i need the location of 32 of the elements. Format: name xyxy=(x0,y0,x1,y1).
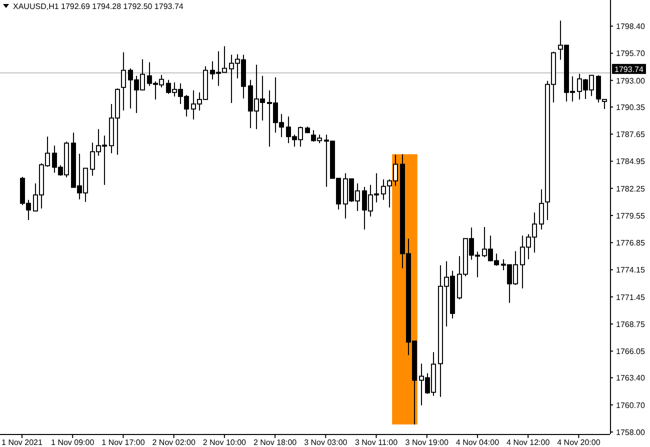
y-tick-label: 1782.25 xyxy=(616,184,646,194)
x-tick-label: 1 Nov 2021 xyxy=(2,438,44,447)
y-tick-label: 1795.70 xyxy=(616,49,646,58)
y-tick-label: 1784.95 xyxy=(616,157,646,166)
y-tick-label: 1758.00 xyxy=(616,428,646,437)
y-tick-label: 1763.40 xyxy=(616,374,646,383)
candlestick xyxy=(121,52,126,112)
x-tick-label: 3 Nov 19:00 xyxy=(405,438,449,447)
x-tick-label: 3 Nov 03:00 xyxy=(304,438,348,447)
x-tick-label: 4 Nov 04:00 xyxy=(456,438,500,447)
x-tick-label: 2 Nov 02:00 xyxy=(152,438,196,447)
x-tick-label: 3 Nov 11:00 xyxy=(354,438,398,447)
x-tick-label: 4 Nov 20:00 xyxy=(557,438,601,447)
y-tick-label: 1793.00 xyxy=(616,76,646,86)
y-tick-label: 1798.40 xyxy=(616,22,646,32)
y-tick-label: 1790.35 xyxy=(616,102,646,112)
y-tick-label: 1787.65 xyxy=(616,130,646,140)
y-tick-label: 1760.70 xyxy=(616,400,646,410)
y-tick-label: 1774.15 xyxy=(616,266,646,275)
candlestick xyxy=(539,188,544,230)
y-tick-label: 1766.05 xyxy=(616,347,646,356)
x-tick-label: 1 Nov 09:00 xyxy=(51,438,95,447)
x-tick-label: 4 Nov 12:00 xyxy=(506,438,550,447)
ref-line-label: 1793.74 xyxy=(614,64,644,74)
y-tick-label: 1779.55 xyxy=(616,211,646,220)
y-tick-label: 1776.85 xyxy=(616,238,646,248)
y-tick-label: 1771.45 xyxy=(616,292,646,302)
x-tick-label: 2 Nov 10:00 xyxy=(202,438,247,447)
chart-title: XAUUSD,H1 1792.69 1794.28 1792.50 1793.74 xyxy=(13,2,184,11)
y-tick-label: 1768.75 xyxy=(616,320,646,329)
x-tick-label: 2 Nov 18:00 xyxy=(253,438,298,447)
x-tick-label: 1 Nov 17:00 xyxy=(102,438,146,447)
